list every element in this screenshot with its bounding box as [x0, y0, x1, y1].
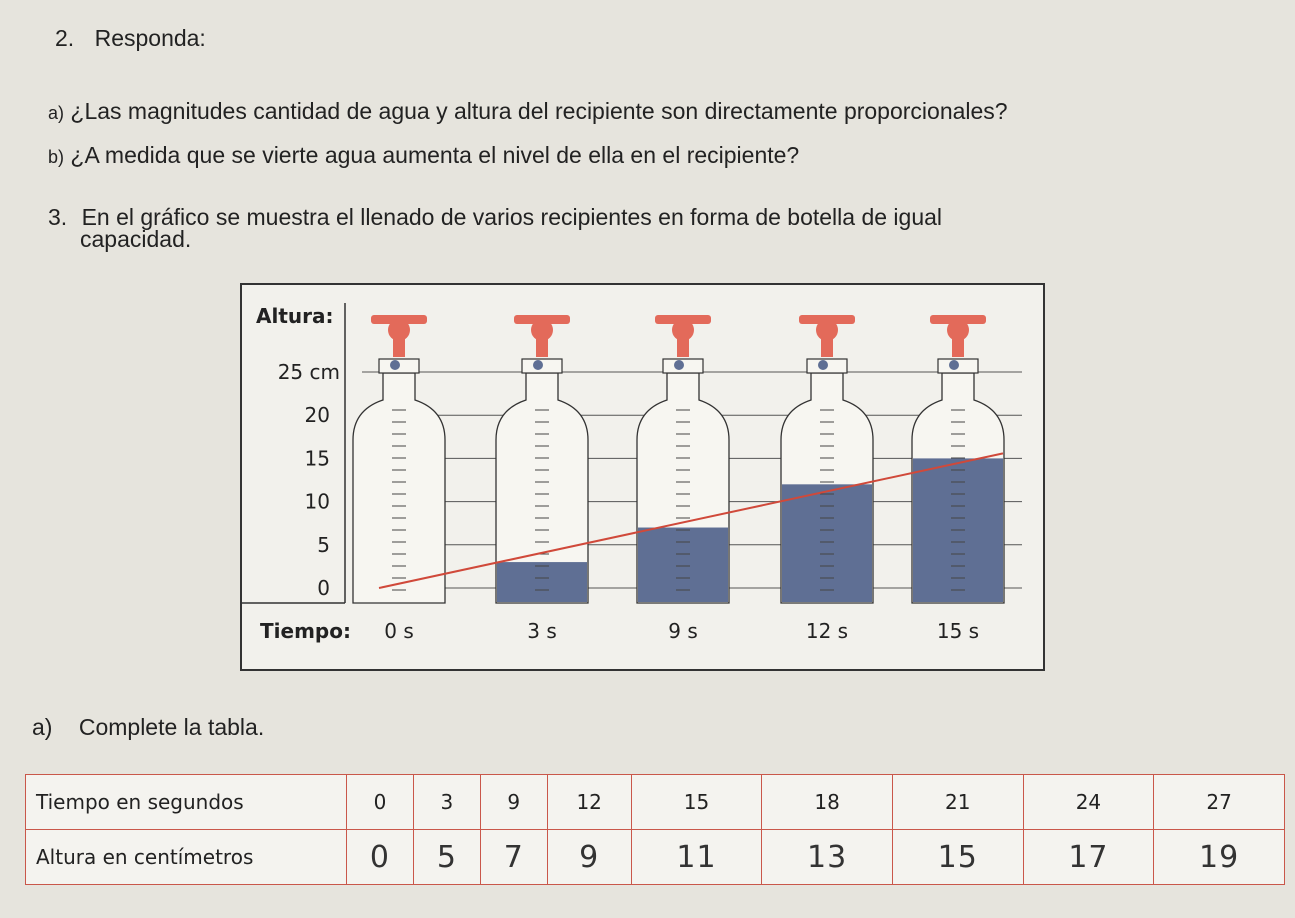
q3-text-line2: capacidad.	[80, 226, 192, 252]
height-cell[interactable]: 0	[346, 829, 414, 885]
tap-valve	[816, 319, 838, 341]
height-cell[interactable]: 7	[479, 829, 548, 885]
water-level	[782, 484, 872, 602]
time-cell: 21	[891, 774, 1024, 830]
time-cell: 12	[546, 774, 632, 830]
height-cell[interactable]: 5	[412, 829, 481, 885]
row1-header: Tiempo en segundos	[25, 774, 347, 830]
x-axis-title: Tiempo:	[260, 619, 351, 643]
q2-text: Responda:	[94, 25, 206, 51]
table-row-heights: Altura en centímetros 0 5 7 9 11 13 15 1…	[25, 829, 1285, 885]
water-drop	[674, 360, 684, 370]
table-row-times: Tiempo en segundos 0 3 9 12 15 18 21 24 …	[25, 774, 1285, 830]
height-cell[interactable]: 19	[1153, 829, 1285, 885]
time-cell: 9	[479, 774, 548, 830]
height-cell[interactable]: 17	[1022, 829, 1155, 885]
tap-spout	[952, 339, 964, 357]
q2a: a) ¿Las magnitudes cantidad de agua y al…	[48, 97, 1008, 127]
q2-number: 2.	[55, 25, 75, 51]
water-drop	[390, 360, 400, 370]
time-label: 9 s	[668, 619, 698, 643]
task-a: a) Complete la tabla.	[32, 713, 264, 741]
height-cell[interactable]: 15	[891, 829, 1024, 885]
y-tick-label: 5	[317, 533, 330, 557]
task-a-label: a)	[32, 714, 53, 740]
y-axis-title: Altura:	[256, 304, 334, 328]
bottle-chart: Altura: Tiempo: 25 cm 20 15 10 5 0 0 s 3 s 9 s 12 s…	[242, 303, 1022, 643]
data-table: Tiempo en segundos 0 3 9 12 15 18 21 24 …	[25, 774, 1285, 885]
time-cell: 0	[346, 774, 414, 830]
tap-spout	[677, 339, 689, 357]
q2b-label: b)	[48, 147, 65, 167]
bottle-filling-figure: Altura: Tiempo: 25 cm 20 15 10 5 0 0 s 3 s 9 s 12 s…	[240, 283, 1045, 671]
height-cell[interactable]: 9	[546, 829, 632, 885]
y-tick-label: 15	[305, 446, 330, 470]
time-cell: 15	[630, 774, 763, 830]
time-label: 0 s	[384, 619, 414, 643]
time-cell: 3	[412, 774, 481, 830]
q2b-text: ¿A medida que se vierte agua aumenta el …	[70, 142, 800, 168]
tap-valve	[388, 319, 410, 341]
tap-spout	[393, 339, 405, 357]
trend-line	[378, 452, 1004, 589]
q2a-label: a)	[48, 103, 65, 123]
water-drop	[818, 360, 828, 370]
q2b: b) ¿A medida que se vierte agua aumenta …	[48, 141, 799, 171]
y-tick-label: 10	[305, 490, 330, 514]
q3-line1: 3. En el gráfico se muestra el llenado d…	[48, 203, 942, 231]
time-label: 3 s	[527, 619, 557, 643]
time-label: 12 s	[806, 619, 848, 643]
y-tick-label: 20	[305, 403, 330, 427]
tap-valve	[947, 319, 969, 341]
bottle	[495, 372, 589, 604]
y-tick-label: 0	[317, 576, 330, 600]
height-cell[interactable]: 11	[630, 829, 763, 885]
bottle	[352, 372, 446, 604]
tap-spout	[536, 339, 548, 357]
time-cell: 27	[1153, 774, 1285, 830]
time-cell: 18	[761, 774, 893, 830]
task-a-text: Complete la tabla.	[78, 714, 265, 740]
tap-valve	[531, 319, 553, 341]
height-cell[interactable]: 13	[761, 829, 893, 885]
q3-number: 3.	[48, 204, 68, 230]
water-level	[638, 527, 728, 602]
water-level	[497, 562, 587, 602]
time-label: 15 s	[937, 619, 979, 643]
water-drop	[949, 360, 959, 370]
water-drop	[533, 360, 543, 370]
row2-header: Altura en centímetros	[25, 829, 347, 885]
q3-text-line1: En el gráfico se muestra el llenado de v…	[81, 204, 943, 230]
tap-spout	[821, 339, 833, 357]
y-tick-label: 25 cm	[278, 360, 340, 384]
q2-heading: 2. Responda:	[55, 24, 206, 52]
time-cell: 24	[1022, 774, 1155, 830]
tap-valve	[672, 319, 694, 341]
q2a-text: ¿Las magnitudes cantidad de agua y altur…	[70, 98, 1008, 124]
